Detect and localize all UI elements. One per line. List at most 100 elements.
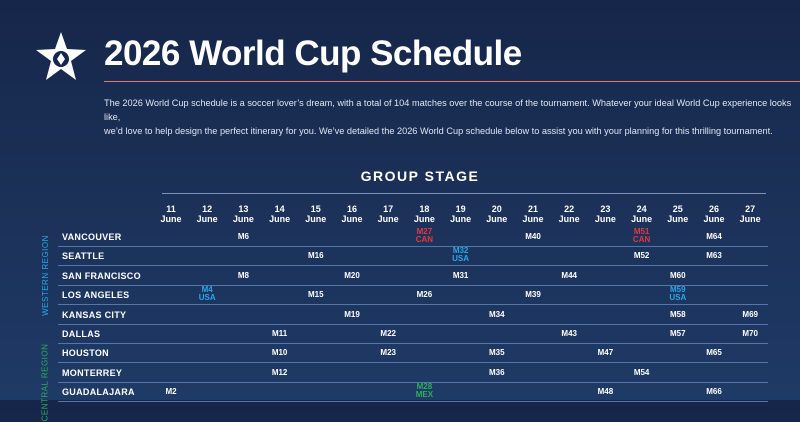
day-month: June <box>486 214 508 224</box>
day-month: June <box>667 214 689 224</box>
match-number: M44 <box>561 270 577 280</box>
match-number: M16 <box>308 251 324 261</box>
day-header: 26 June <box>696 204 732 224</box>
day-month: June <box>232 214 254 224</box>
city-name: HOUSTON <box>62 348 109 359</box>
match-number: M28 <box>416 382 433 392</box>
match-cell: M69 <box>732 310 768 319</box>
day-number: 24 <box>636 204 647 214</box>
match-cell: M54 <box>624 368 660 377</box>
match-number: M39 <box>525 290 541 300</box>
day-month: June <box>377 214 399 224</box>
city-row: DALLAS M11 M22 M43 M57 M70 <box>58 324 768 344</box>
match-number: M22 <box>380 329 396 338</box>
match-number: M4 <box>201 285 213 295</box>
day-number: 15 <box>310 204 321 214</box>
match-cell: M44 <box>551 270 587 280</box>
day-month: June <box>341 214 363 224</box>
city-name: GUADALAJARA <box>62 387 135 398</box>
city-name: DALLAS <box>62 329 101 339</box>
city-row: KANSAS CITY M19 M34 M58 M69 <box>58 305 768 325</box>
match-number: M43 <box>561 329 577 338</box>
match-number: M36 <box>489 367 505 377</box>
day-header: 16 June <box>334 204 370 224</box>
match-number: M66 <box>706 387 722 397</box>
match-number: M12 <box>271 367 288 377</box>
day-month: June <box>558 214 580 224</box>
day-number: 14 <box>274 204 285 214</box>
match-cell: M58 <box>660 309 696 319</box>
match-cell: M64 <box>696 233 732 241</box>
day-month: June <box>196 214 218 224</box>
match-number: M65 <box>706 348 722 358</box>
match-cell: M34 <box>479 309 515 319</box>
match-number: M10 <box>271 348 288 358</box>
match-number: M51 <box>633 227 650 236</box>
match-cell: M60 <box>660 270 696 280</box>
day-header: 15 June <box>298 204 334 224</box>
host-country: CAN <box>632 235 651 244</box>
region-label: CENTRAL REGION <box>40 343 50 422</box>
day-month: June <box>703 214 725 224</box>
title-divider <box>104 81 800 82</box>
match-cell: M10 <box>262 349 298 357</box>
match-cell: M28 MEX <box>406 383 442 399</box>
match-number: M32 <box>452 246 469 256</box>
city-row: SEATTLE M16 M32 USA M52 M63 <box>58 246 768 267</box>
day-month: June <box>594 214 616 224</box>
day-header: 13 June <box>225 204 261 224</box>
match-cell: M31 <box>443 270 479 280</box>
match-cell: M48 <box>587 388 623 396</box>
match-number: M59 <box>670 285 686 295</box>
match-number: M64 <box>706 232 722 241</box>
city-row: SAN FRANCISCO M8 M20 M31 M44 M60 <box>58 266 768 286</box>
day-header: 20 June <box>479 204 515 224</box>
day-number: 26 <box>708 204 719 214</box>
match-cell: M36 <box>479 367 515 377</box>
match-number: M34 <box>489 309 505 319</box>
match-number: M2 <box>165 387 177 397</box>
day-number: 13 <box>238 204 249 214</box>
day-month: June <box>305 214 327 224</box>
match-number: M31 <box>452 270 469 280</box>
day-header: 27 June <box>732 204 768 224</box>
match-number: M23 <box>380 348 396 358</box>
match-number: M11 <box>272 329 288 338</box>
match-cell: M2 <box>153 388 189 396</box>
host-country: USA <box>198 293 216 303</box>
host-country: USA <box>669 293 687 303</box>
match-number: M35 <box>489 348 505 358</box>
day-number: 16 <box>346 204 357 214</box>
match-number: M58 <box>670 309 686 319</box>
day-header: 23 June <box>587 204 623 224</box>
day-header: 19 June <box>443 204 479 224</box>
city-name: LOS ANGELES <box>62 290 130 301</box>
city-row: MONTERREY M12 M36 M54 <box>58 363 768 383</box>
match-number: M60 <box>670 270 686 280</box>
match-cell: M59 USA <box>660 286 696 302</box>
city-name: SEATTLE <box>62 251 105 262</box>
match-cell: M51 CAN <box>624 228 660 244</box>
day-header: 12 June <box>189 204 225 224</box>
day-month: June <box>631 214 653 224</box>
match-number: M57 <box>670 329 686 338</box>
match-number: M20 <box>344 270 360 280</box>
match-number: M27 <box>416 227 433 236</box>
match-cell: M40 <box>515 233 551 241</box>
host-country: CAN <box>415 235 434 244</box>
match-number: M70 <box>742 329 758 338</box>
day-month: June <box>160 214 182 224</box>
match-cell: M6 <box>225 233 261 241</box>
match-cell: M43 <box>551 330 587 338</box>
intro-line: The 2026 World Cup schedule is a soccer … <box>104 98 792 122</box>
city-row: HOUSTON M10 M23 M35 M47 M65 <box>58 343 768 364</box>
match-number: M47 <box>597 348 614 358</box>
day-header: 22 June <box>551 204 587 224</box>
header-divider <box>162 193 766 194</box>
match-number: M63 <box>706 251 722 261</box>
day-number: 12 <box>202 204 213 214</box>
match-cell: M39 <box>515 291 551 299</box>
match-cell: M4 USA <box>189 286 225 302</box>
day-header: 17 June <box>370 204 406 224</box>
match-cell: M52 <box>624 252 660 260</box>
